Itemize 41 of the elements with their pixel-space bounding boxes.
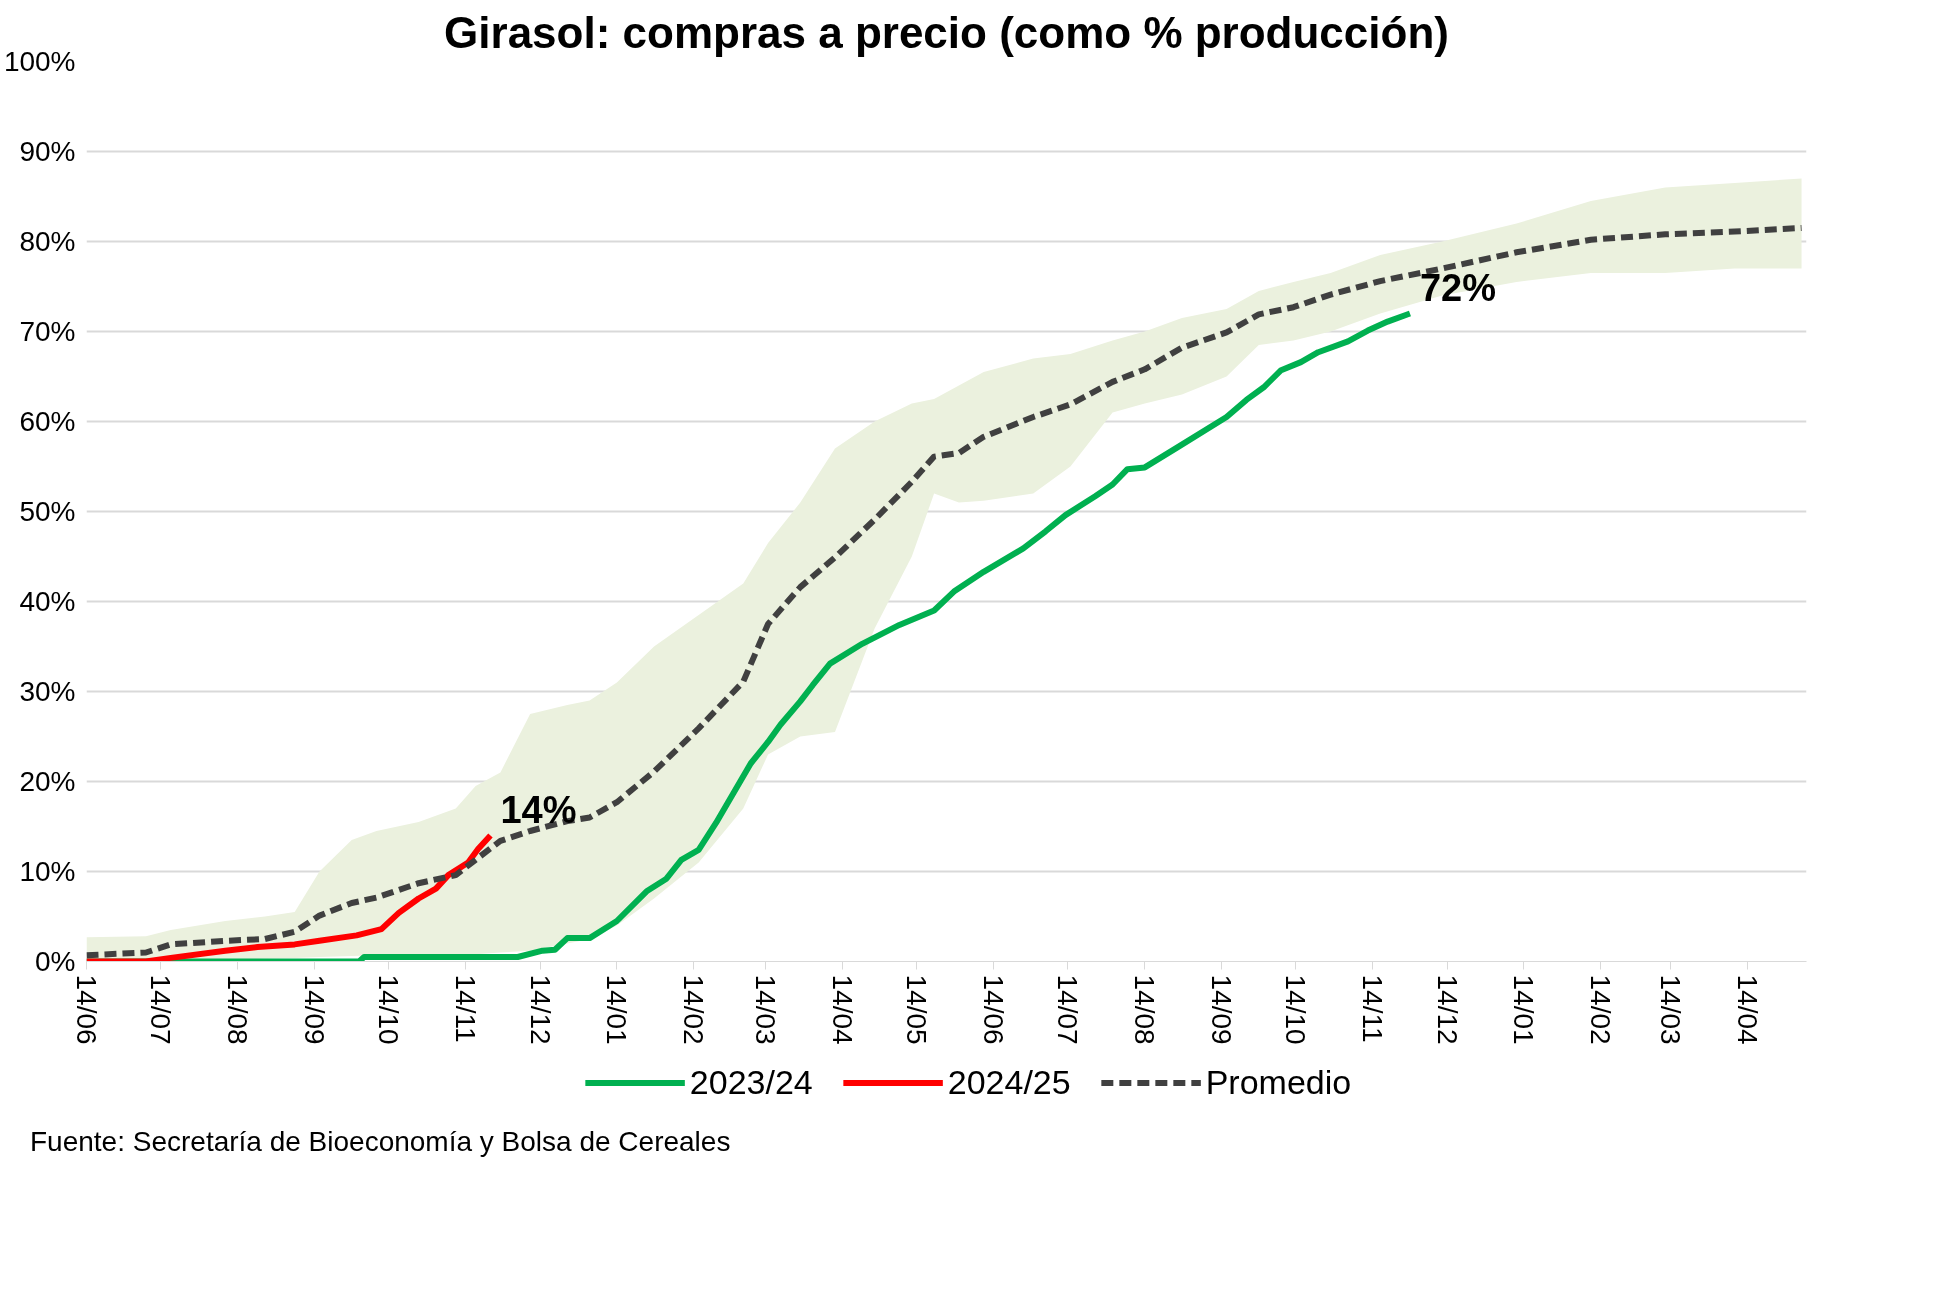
x-tick-label: 14/11 (450, 974, 482, 1043)
x-tick-label: 14/05 (901, 974, 933, 1045)
legend-label: Promedio (1205, 1062, 1352, 1102)
y-tick-label: 50% (19, 496, 76, 527)
x-tick-label: 14/09 (299, 974, 331, 1045)
y-tick-label: 100% (3, 46, 76, 77)
x-tick-label: 14/06 (978, 974, 1010, 1045)
x-tick-label: 14/01 (1508, 974, 1540, 1045)
x-tick-label: 14/02 (1585, 974, 1617, 1045)
x-tick-label: 14/04 (1731, 974, 1763, 1045)
y-tick-label: 20% (19, 766, 76, 797)
x-tick-label: 14/02 (678, 974, 710, 1045)
source-note: Fuente: Secretaría de Bioeconomía y Bolsa de Cereales (30, 1125, 731, 1159)
x-tick-label: 14/06 (71, 974, 102, 1045)
x-tick-label: 14/12 (1431, 974, 1463, 1045)
x-tick-label: 14/09 (1206, 974, 1238, 1045)
x-tick-label: 14/03 (750, 974, 782, 1045)
x-tick-label: 14/07 (145, 974, 177, 1045)
y-tick-label: 40% (19, 586, 76, 617)
x-tick-label: 14/11 (1357, 974, 1389, 1043)
y-tick-label: 30% (19, 676, 76, 707)
x-tick-label: 14/08 (222, 974, 254, 1045)
x-tick-label: 14/03 (1654, 974, 1686, 1045)
x-tick-label: 14/04 (826, 974, 858, 1045)
x-tick-label: 14/10 (1280, 974, 1312, 1045)
x-tick-label: 14/07 (1052, 974, 1084, 1045)
annotation: 72% (1419, 266, 1497, 309)
legend-label: 2024/25 (947, 1062, 1071, 1102)
y-tick-label: 70% (19, 316, 76, 347)
annotation: 14% (500, 788, 577, 831)
x-tick-label: 14/01 (601, 974, 633, 1045)
chart-title: Girasol: compras a precio (como % producción) (444, 7, 1449, 57)
x-tick-label: 14/08 (1129, 974, 1161, 1045)
y-tick-label: 0% (35, 946, 76, 977)
x-tick-label: 14/12 (524, 974, 556, 1045)
y-tick-label: 80% (19, 226, 76, 257)
x-tick-label: 14/10 (373, 974, 405, 1045)
y-tick-label: 90% (19, 136, 76, 167)
y-tick-label: 10% (19, 856, 76, 887)
y-tick-label: 60% (19, 406, 76, 437)
legend-label: 2023/24 (689, 1062, 813, 1102)
